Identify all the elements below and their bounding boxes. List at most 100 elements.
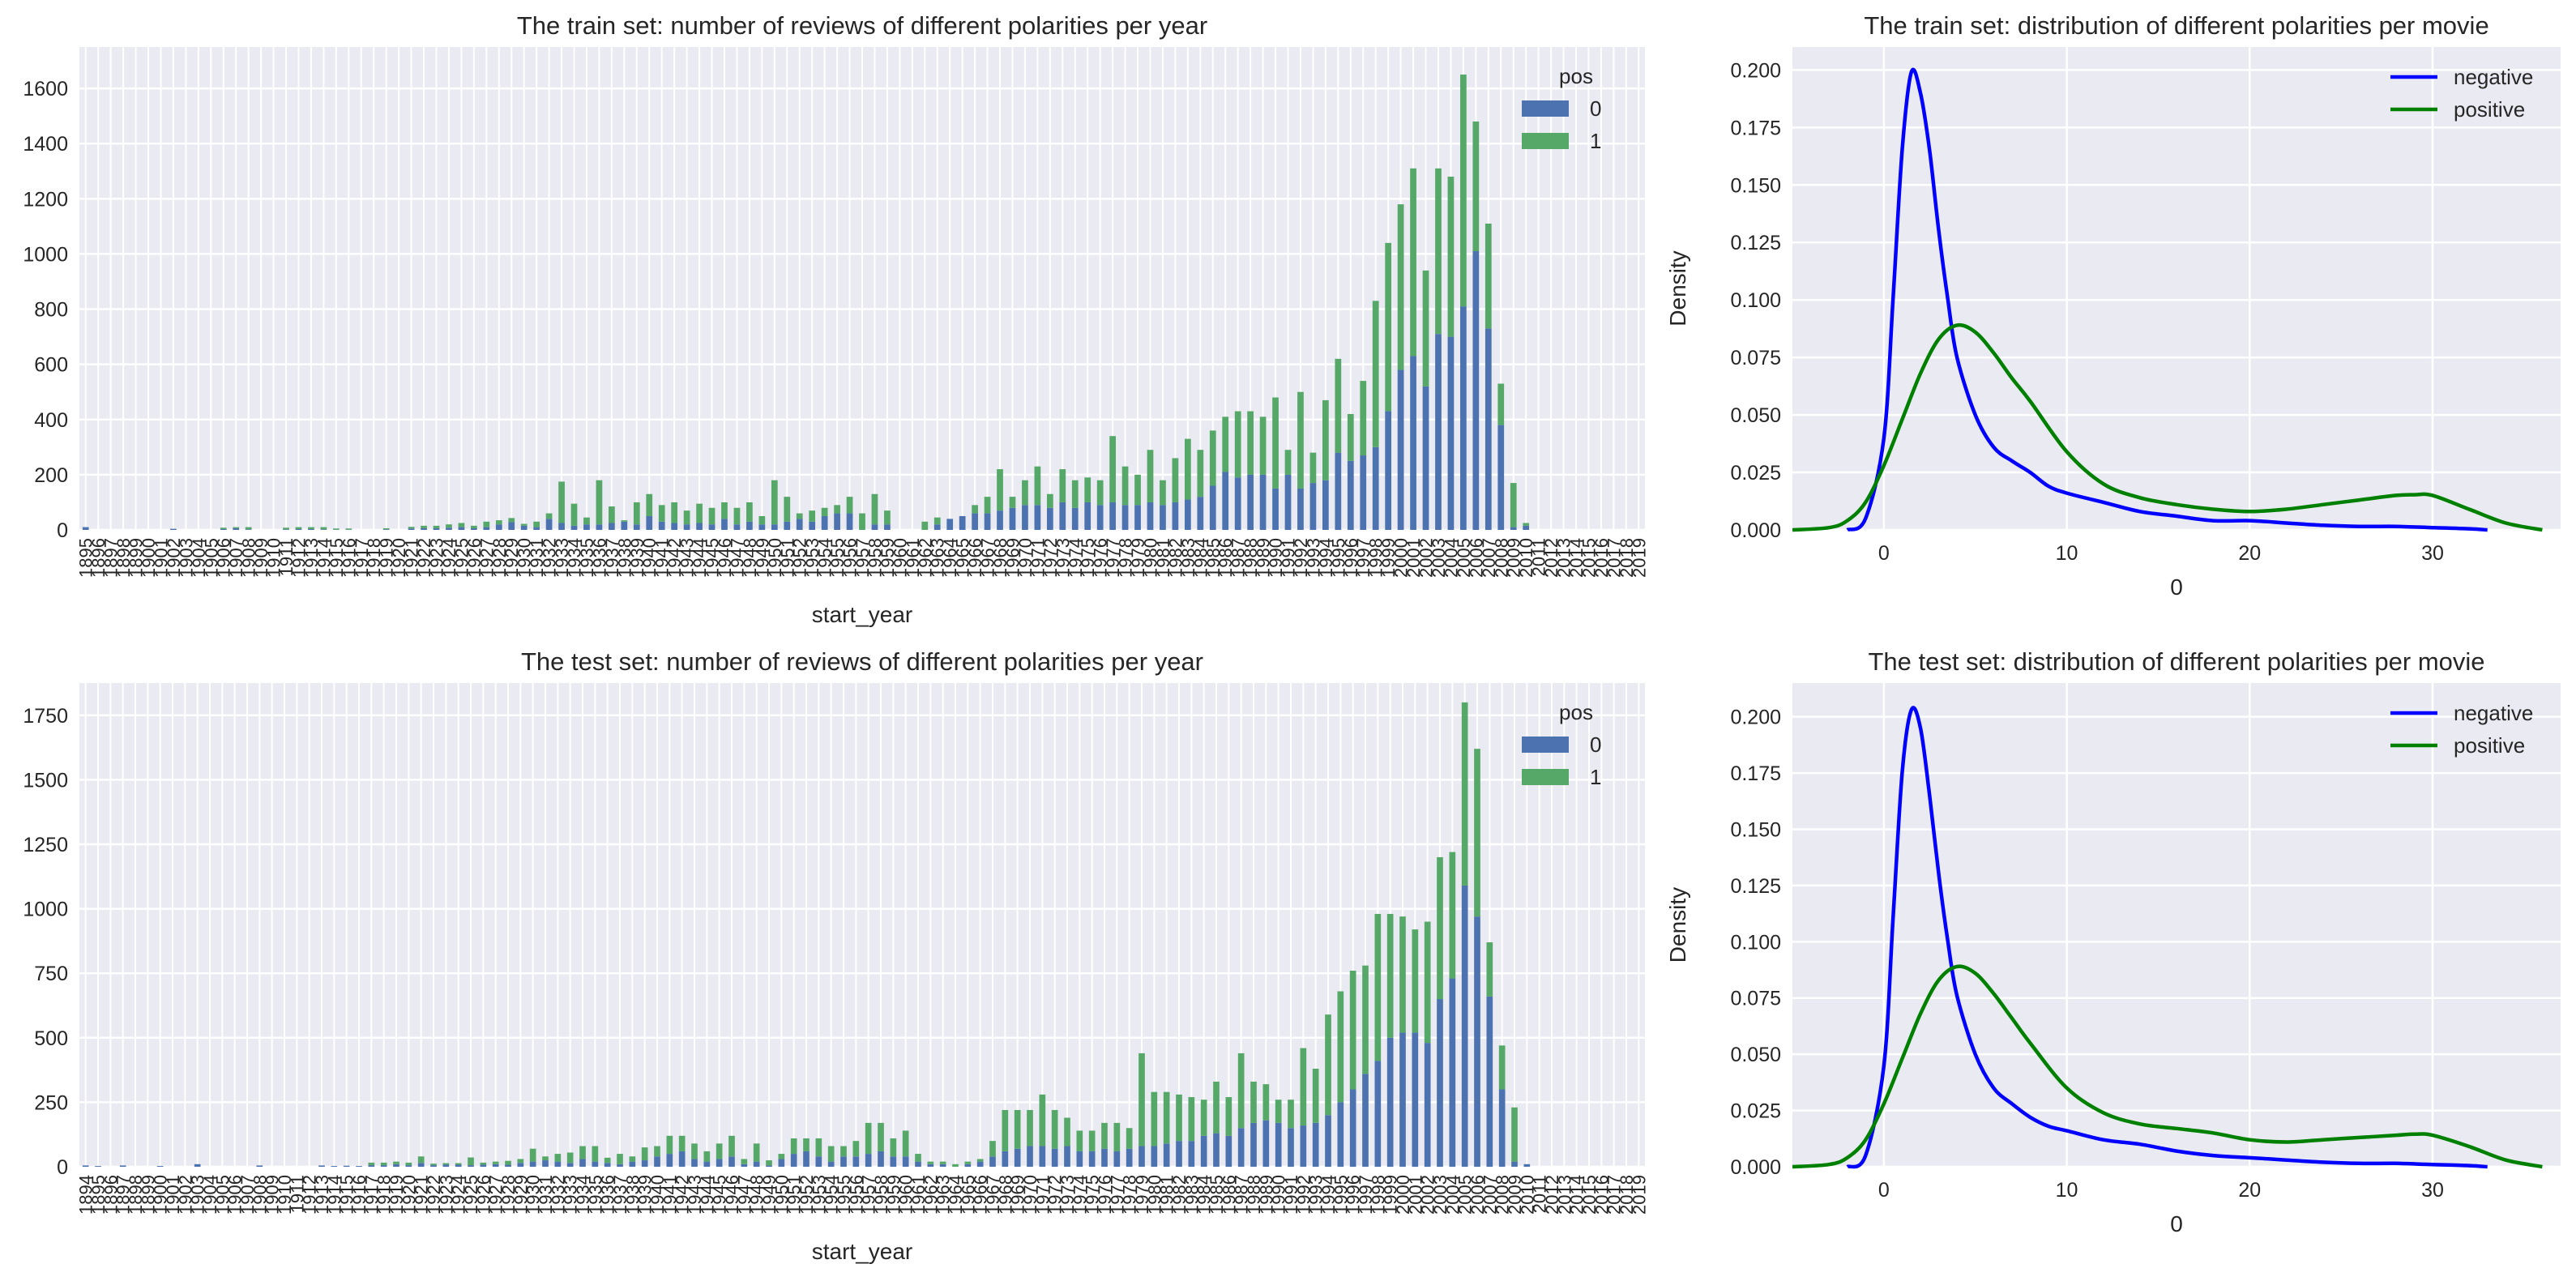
x-tick-label: 1907 xyxy=(226,538,246,578)
bar-neg xyxy=(295,528,302,530)
bar-neg xyxy=(1486,996,1493,1167)
bar-neg xyxy=(558,523,565,530)
x-tick-label: 1948 xyxy=(747,1175,767,1215)
x-tick-label: 1927 xyxy=(476,538,497,578)
x-tick-label: 1931 xyxy=(536,1175,556,1215)
x-tick-label: 1909 xyxy=(263,1175,283,1215)
bar-pos xyxy=(1222,416,1229,472)
y-tick-label: 600 xyxy=(34,354,68,377)
y-tick-label: 500 xyxy=(34,1027,68,1050)
bar-neg xyxy=(1435,334,1442,530)
x-tick-label: 2011 xyxy=(1529,538,1549,576)
bar-pos xyxy=(1349,971,1356,1090)
bar-neg xyxy=(368,1165,375,1167)
bar-neg xyxy=(1134,505,1141,530)
bar-neg xyxy=(683,524,690,530)
x-tick-label: 1977 xyxy=(1107,1175,1127,1215)
bar-neg xyxy=(468,1165,474,1167)
bar-neg xyxy=(884,524,891,530)
bar-neg xyxy=(1262,1120,1270,1167)
x-tick-label: 1942 xyxy=(664,538,685,578)
bar-pos xyxy=(790,1138,797,1155)
x-tick-label: 1955 xyxy=(834,1175,854,1215)
bar-neg xyxy=(508,522,515,530)
x-tick-label: 1997 xyxy=(1356,1175,1376,1215)
bar-pos xyxy=(964,1161,972,1164)
x-tick-label: 2005 xyxy=(1455,1175,1476,1215)
x-tick-label: 2009 xyxy=(1504,538,1524,578)
legend-swatch-1 xyxy=(1522,769,1569,785)
x-tick-label: 1918 xyxy=(374,1175,395,1215)
x-tick-label: 1990 xyxy=(1269,1175,1289,1215)
x-tick-label: 1940 xyxy=(639,538,660,578)
x-tick-label: 1970 xyxy=(1015,538,1036,578)
bar-neg xyxy=(629,1161,636,1167)
bar-neg xyxy=(1362,1074,1369,1167)
bar-neg xyxy=(583,524,590,530)
bar-neg xyxy=(840,1156,847,1167)
x-tick-label: 1930 xyxy=(523,1175,544,1215)
bar-pos xyxy=(433,525,440,528)
x-tick-label: 2000 xyxy=(1391,538,1412,578)
bar-pos xyxy=(1022,480,1028,506)
bar-neg xyxy=(596,524,603,530)
x-tick-label: 0 xyxy=(1878,542,1890,565)
bar-neg xyxy=(1523,1164,1531,1167)
x-tick-label: 1911 xyxy=(287,1175,307,1213)
x-tick-label: 2002 xyxy=(1418,1175,1438,1215)
bar-neg xyxy=(865,1154,872,1167)
bar-neg xyxy=(405,1165,412,1167)
x-tick-label: 1929 xyxy=(502,538,522,578)
x-tick-label: 1988 xyxy=(1241,538,1261,578)
bar-pos xyxy=(1437,856,1443,1000)
x-tick-label: 1910 xyxy=(275,1175,295,1215)
bar-neg xyxy=(1247,474,1254,530)
bar-neg xyxy=(1109,502,1116,530)
bar-pos xyxy=(1039,1094,1046,1146)
x-tick-label: 1988 xyxy=(1244,1175,1264,1215)
x-axis-label: start_year xyxy=(812,602,913,627)
legend-title: pos xyxy=(1559,64,1593,88)
y-tick-label: 1400 xyxy=(23,133,68,156)
x-tick-label: 1897 xyxy=(113,1175,134,1215)
bar-neg xyxy=(520,525,528,530)
bar-pos xyxy=(846,497,853,514)
bar-neg xyxy=(809,521,816,530)
y-tick-label: 200 xyxy=(34,464,68,487)
bar-pos xyxy=(1472,121,1480,252)
bar-pos xyxy=(621,520,628,522)
bar-neg xyxy=(505,1164,511,1167)
bar-neg xyxy=(1002,1151,1009,1167)
bar-neg xyxy=(1172,502,1179,530)
x-tick-label: 1993 xyxy=(1303,538,1323,578)
legend-label: 0 xyxy=(1590,96,1601,121)
bar-pos xyxy=(1449,852,1456,979)
x-tick-label: 2016 xyxy=(1591,1175,1612,1215)
x-tick-label: 1932 xyxy=(540,538,560,578)
bar-pos xyxy=(691,1143,698,1159)
x-tick-label: 1952 xyxy=(790,538,810,578)
bar-pos xyxy=(633,502,640,525)
bar-pos xyxy=(368,1162,375,1166)
bar-neg xyxy=(393,1164,399,1167)
x-tick-label: 1917 xyxy=(352,538,372,578)
x-tick-label: 1908 xyxy=(239,538,259,578)
x-tick-label: 2012 xyxy=(1541,538,1561,578)
bar-pos xyxy=(1510,483,1517,527)
bar-neg xyxy=(984,513,991,530)
x-tick-label: 1918 xyxy=(364,538,384,578)
x-tick-label: 1947 xyxy=(734,1175,754,1215)
x-tick-label: 2007 xyxy=(1480,1175,1500,1215)
x-tick-label: 1982 xyxy=(1165,538,1185,578)
x-tick-label: 1898 xyxy=(126,1175,146,1215)
x-tick-label: 1991 xyxy=(1281,1175,1301,1215)
x-tick-label: 1947 xyxy=(727,538,747,578)
x-tick-label: 1968 xyxy=(995,1175,1015,1215)
bar-pos xyxy=(421,525,427,528)
bar-neg xyxy=(671,523,678,530)
bar-pos xyxy=(1347,413,1354,461)
bar-neg xyxy=(1510,527,1517,530)
bar-pos xyxy=(921,521,929,530)
bar-pos xyxy=(1335,358,1342,453)
bar-neg xyxy=(1059,502,1066,530)
